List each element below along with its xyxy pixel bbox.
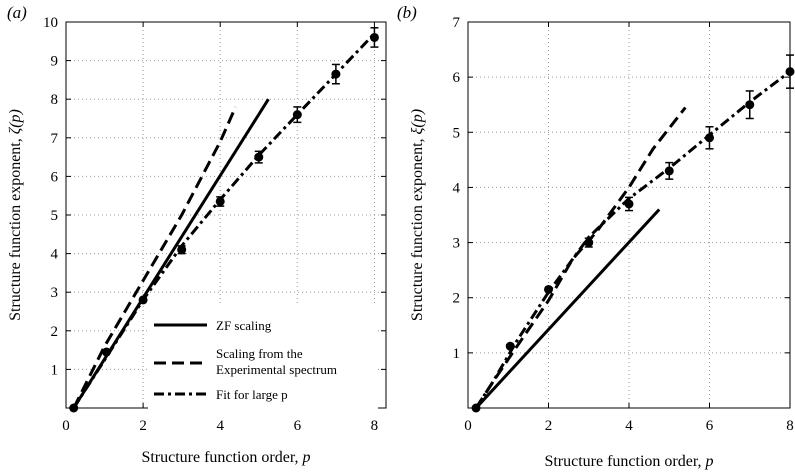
x-tick-label: 0 <box>464 418 472 434</box>
y-tick-label: 2 <box>453 291 461 307</box>
x-tick-label: 4 <box>216 418 224 434</box>
y-axis-label: Structure function exponent, ζ(p) <box>7 109 24 321</box>
y-tick-label: 2 <box>51 324 59 340</box>
data-point <box>471 403 481 413</box>
panel-label: (b) <box>397 3 417 22</box>
x-tick-label: 8 <box>786 418 794 434</box>
x-tick-label: 6 <box>706 418 714 434</box>
y-tick-label: 7 <box>51 131 59 147</box>
data-point <box>215 196 225 206</box>
y-tick-label: 8 <box>51 92 59 108</box>
series-line-solid <box>474 208 661 410</box>
panel-label: (a) <box>7 3 27 22</box>
data-point <box>292 110 302 120</box>
x-axis-label: Structure function order, p <box>141 449 310 466</box>
x-tick-label: 2 <box>545 418 553 434</box>
data-point <box>177 245 187 255</box>
series-line-dash-dot <box>474 70 791 409</box>
legend: ZF scaling Scaling from the Experimental s… <box>148 304 378 410</box>
series-line-dashed <box>474 106 687 409</box>
data-point <box>705 133 714 143</box>
panel-b: 0 2 4 6 8 1 2 3 4 5 6 7 (b) Structure function order,… <box>397 3 795 470</box>
y-tick-label: 5 <box>453 125 461 141</box>
y-tick-label: 7 <box>453 15 461 31</box>
x-axis-label: Structure function order, p <box>544 453 713 470</box>
data-point <box>664 166 674 176</box>
legend-box <box>148 304 378 410</box>
y-tick-label: 6 <box>51 169 59 185</box>
data-point <box>138 295 148 305</box>
y-tick-label: 10 <box>43 15 58 31</box>
data-point <box>785 67 795 77</box>
data-point <box>254 152 264 162</box>
x-tick-label: 4 <box>625 418 633 434</box>
x-tick-label: 8 <box>371 418 379 434</box>
y-tick-label: 5 <box>51 208 59 224</box>
y-tick-label: 4 <box>453 180 461 196</box>
data-point <box>584 238 594 248</box>
data-point <box>369 32 379 42</box>
data-point <box>505 341 515 351</box>
x-tick-label: 2 <box>139 418 147 434</box>
y-axis-label: Structure function exponent, ξ(p) <box>409 109 426 321</box>
legend-label: Fit for large p <box>216 387 288 402</box>
legend-label: Scaling from the Experimental spectrum <box>216 346 337 377</box>
x-tick-label: 6 <box>294 418 302 434</box>
y-tick-label: 9 <box>51 54 59 70</box>
y-tick-label: 6 <box>453 70 461 86</box>
y-tick-label: 1 <box>51 362 59 378</box>
y-tick-label: 3 <box>453 236 461 252</box>
y-tick-label: 3 <box>51 285 59 301</box>
panel-a: 0 2 4 6 8 1 2 3 4 5 6 7 8 9 10 (a) Structure function or… <box>7 3 387 466</box>
y-tick-label: 4 <box>51 247 59 263</box>
x-tick-label: 0 <box>62 418 70 434</box>
data-point <box>624 199 634 209</box>
data-point <box>101 347 111 357</box>
series-line-solid <box>72 98 270 409</box>
legend-label: ZF scaling <box>216 318 272 333</box>
data-point <box>544 284 553 294</box>
y-tick-label: 1 <box>453 346 461 362</box>
data-point <box>331 69 341 79</box>
data-point <box>745 100 755 110</box>
data-point <box>69 403 79 413</box>
series-line-dashed <box>72 106 237 409</box>
